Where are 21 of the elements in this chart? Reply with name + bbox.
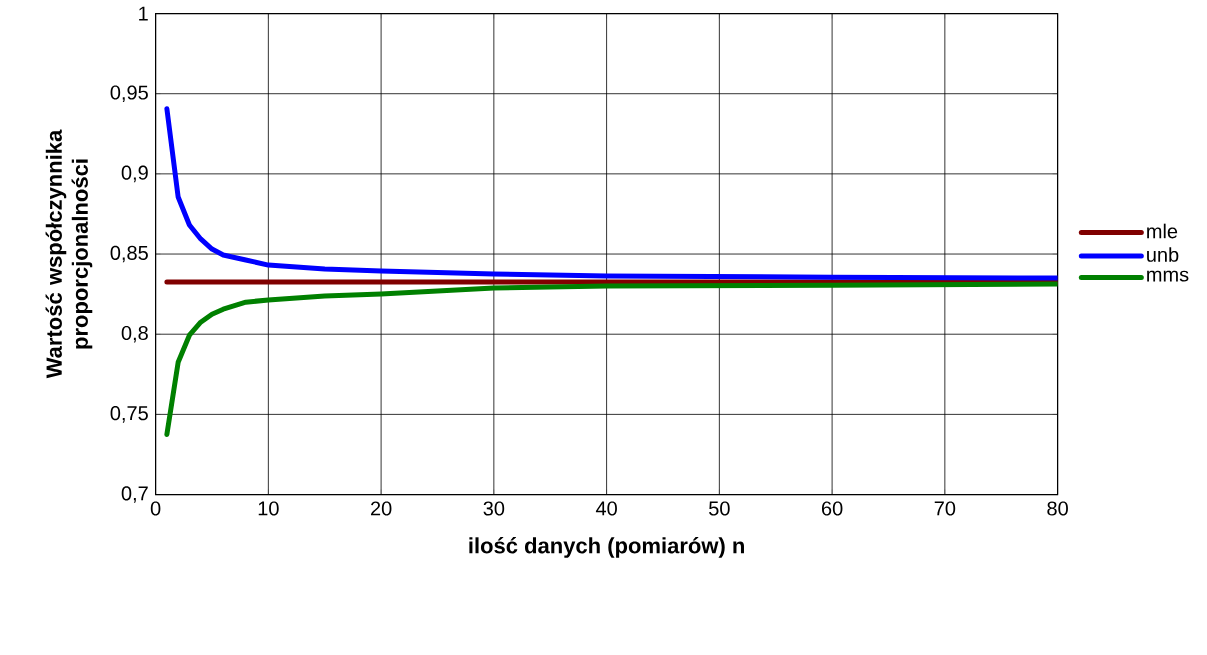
x-tick-label: 20 [370,501,392,516]
x-tick-label: 30 [483,501,505,516]
legend-label: mms [1147,270,1189,282]
y-tick-label: 0,95 [110,85,148,103]
y-tick-label: 0,7 [121,486,148,503]
legend-label: unb [1147,247,1179,262]
y-tick-label: 0,8 [121,326,148,343]
x-tick-label: 10 [258,501,279,516]
x-tick-label: 40 [595,501,617,516]
y-axis-title: Wartość współczynnika proporcjonalności [45,129,93,379]
x-axis-title: ilość danych (pomiarów) n [469,537,744,558]
x-tick-label: 0 [150,501,161,516]
x-tick-label: 80 [1047,501,1068,516]
legend-label: mle [1147,223,1178,239]
y-tick-label: 0,85 [110,245,148,263]
x-tick-label: 50 [709,501,730,516]
x-tick-label: 60 [821,501,843,516]
y-tick-label: 1 [139,6,148,21]
y-tick-label: 0,9 [121,165,148,183]
y-tick-label: 0,75 [110,406,148,423]
x-tick-label: 70 [934,501,956,516]
